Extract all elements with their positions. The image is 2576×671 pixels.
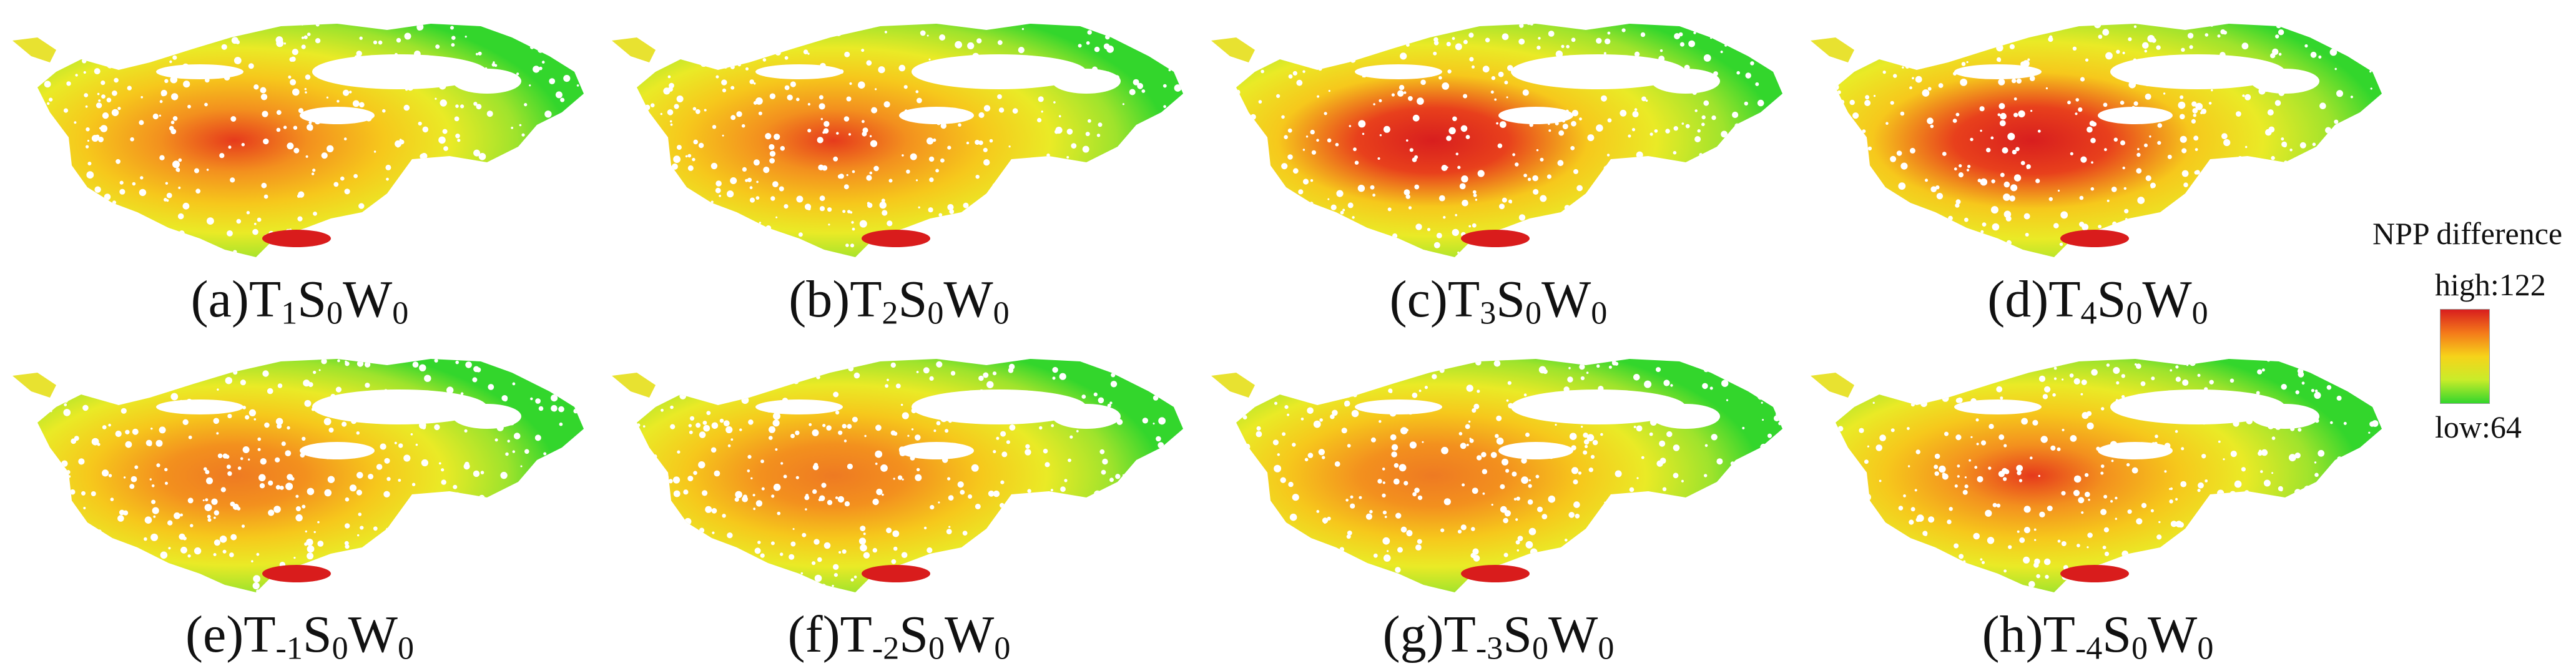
plateau-region	[37, 24, 584, 257]
southern-fragment	[1461, 565, 1530, 582]
npp-difference-map	[1811, 359, 2382, 592]
map-legend: NPP difference high:122 low:64	[2360, 215, 2576, 453]
map-panel: (h)T-4S0W0	[1798, 335, 2397, 670]
npp-difference-map	[1211, 359, 1782, 592]
southern-fragment	[862, 230, 930, 247]
plateau-region	[1236, 359, 1782, 592]
npp-difference-map	[1811, 24, 2382, 257]
legend-color-ramp	[2440, 309, 2490, 404]
legend-high-label: high:122	[2435, 267, 2546, 302]
map-panel: (e)T-1S0W0	[0, 335, 599, 670]
panel-caption: (e)T-1S0W0	[185, 605, 415, 667]
panel-caption: (g)T-3S0W0	[1382, 605, 1615, 667]
panel-caption: (f)T-2S0W0	[787, 605, 1011, 667]
map-panel: (b)T2S0W0	[599, 0, 1199, 335]
southern-fragment	[862, 565, 930, 582]
plateau-region	[637, 24, 1183, 257]
southern-fragment	[2060, 230, 2129, 247]
map-panel: (c)T3S0W0	[1199, 0, 1798, 335]
map-panel: (g)T-3S0W0	[1199, 335, 1798, 670]
legend-low-label: low:64	[2435, 409, 2522, 444]
map-panel: (a)T1S0W0	[0, 0, 599, 335]
panel-caption: (a)T1S0W0	[190, 270, 409, 331]
npp-difference-map	[12, 359, 584, 592]
npp-difference-map	[1211, 24, 1782, 257]
southern-fragment	[2060, 565, 2129, 582]
map-panel: (f)T-2S0W0	[599, 335, 1199, 670]
panel-caption: (b)T2S0W0	[789, 270, 1010, 331]
legend-title: NPP difference	[2372, 216, 2563, 251]
npp-difference-map	[12, 24, 584, 257]
panel-caption: (d)T4S0W0	[1987, 270, 2208, 331]
southern-fragment	[1461, 230, 1530, 247]
panel-caption: (c)T3S0W0	[1389, 270, 1608, 331]
southern-fragment	[262, 565, 331, 582]
map-panel: (d)T4S0W0	[1798, 0, 2397, 335]
npp-difference-map	[612, 24, 1183, 257]
plateau-region	[1836, 359, 2382, 592]
panel-caption: (h)T-4S0W0	[1982, 605, 2214, 667]
npp-difference-map	[612, 359, 1183, 592]
southern-fragment	[262, 230, 331, 247]
